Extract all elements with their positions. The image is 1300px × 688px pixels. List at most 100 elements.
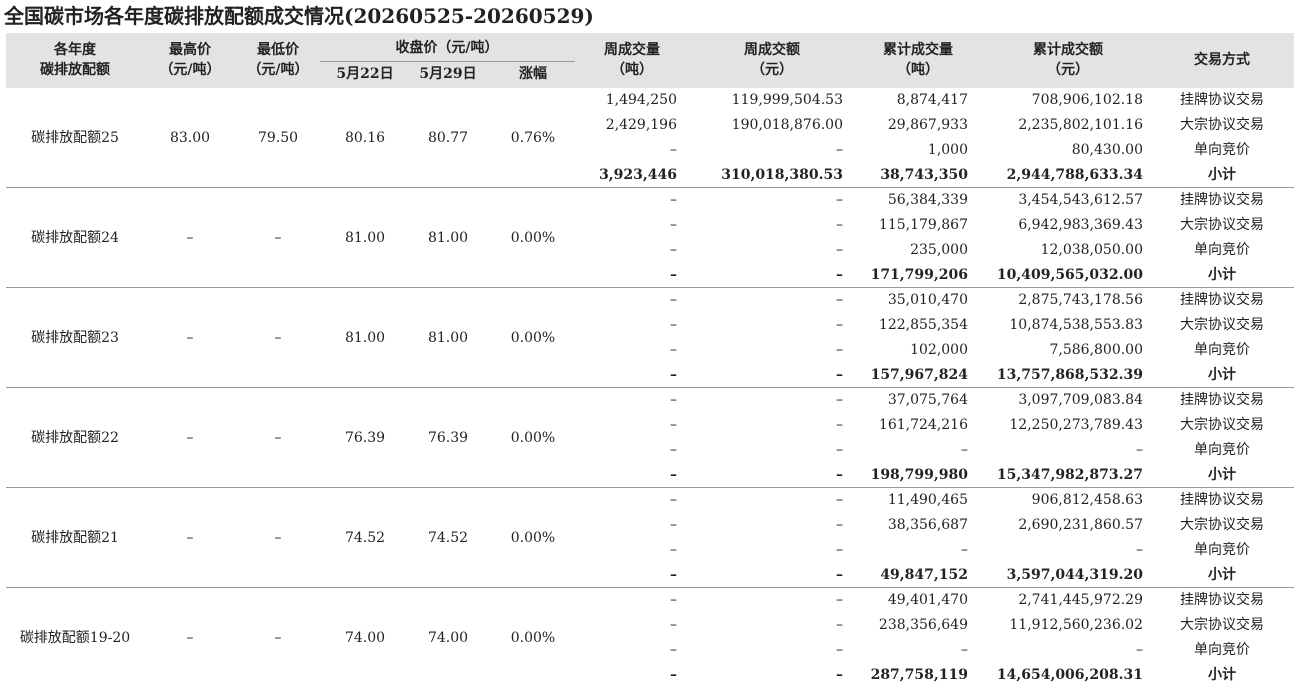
- cell: –: [836, 242, 843, 258]
- cell: 2,429,196: [605, 117, 677, 133]
- cell: 1,494,250: [605, 92, 677, 108]
- cell: –: [670, 567, 677, 583]
- cell: –: [670, 542, 677, 558]
- change: 0.00%: [510, 330, 556, 346]
- cell: 708,906,102.18: [1031, 92, 1143, 108]
- cell: –: [670, 517, 677, 533]
- trade-method: 单向竞价: [1194, 442, 1250, 458]
- cell: –: [836, 617, 843, 633]
- cell: 1,000: [927, 142, 968, 158]
- trade-method: 挂牌协议交易: [1180, 492, 1264, 508]
- cell: –: [836, 217, 843, 233]
- low-price: –: [274, 230, 282, 246]
- cell: –: [836, 492, 843, 508]
- cell: –: [670, 342, 677, 358]
- column-header: 最高价: [169, 42, 211, 58]
- trade-method: 小计: [1208, 667, 1236, 683]
- allowance-name: 碳排放配额23: [31, 330, 119, 346]
- cell: 38,743,350: [880, 167, 968, 183]
- cell: 102,000: [910, 342, 968, 358]
- cell: –: [961, 542, 968, 558]
- column-header: 累计成交量: [883, 42, 953, 58]
- low-price: 79.50: [257, 130, 299, 146]
- column-header: （元）: [1047, 62, 1089, 78]
- cell: –: [670, 367, 677, 383]
- cell: –: [670, 492, 677, 508]
- trade-method: 大宗协议交易: [1180, 417, 1264, 433]
- cell: –: [836, 292, 843, 308]
- trade-method: 大宗协议交易: [1180, 617, 1264, 633]
- close-price: 74.52: [344, 530, 386, 546]
- column-header: 最低价: [257, 42, 299, 58]
- cell: 157,967,824: [870, 367, 968, 383]
- close-price: 81.00: [344, 230, 386, 246]
- trade-method: 单向竞价: [1194, 542, 1250, 558]
- column-header: 各年度: [54, 42, 96, 58]
- cell: 6,942,983,369.43: [1018, 217, 1143, 233]
- cell: 38,356,687: [887, 517, 968, 533]
- cell: –: [670, 242, 677, 258]
- low-price: –: [274, 430, 282, 446]
- allowance-name: 碳排放配额24: [31, 230, 119, 246]
- low-price: –: [274, 330, 282, 346]
- rule: [6, 387, 1294, 388]
- cell: –: [836, 517, 843, 533]
- cell: –: [836, 392, 843, 408]
- allowance-name: 碳排放配额19-20: [19, 630, 131, 646]
- cell: –: [670, 642, 677, 658]
- cell: –: [670, 617, 677, 633]
- cell: –: [1136, 642, 1143, 658]
- trade-method: 挂牌协议交易: [1180, 392, 1264, 408]
- cell: 906,812,458.63: [1031, 492, 1143, 508]
- change: 0.00%: [510, 430, 556, 446]
- close-price: 74.00: [427, 630, 469, 646]
- subcolumn-header: 5月29日: [419, 66, 477, 82]
- column-header: 周成交量: [604, 42, 660, 58]
- close-price: 76.39: [344, 430, 386, 446]
- trade-method: 挂牌协议交易: [1180, 192, 1264, 208]
- column-header: （元/吨）: [159, 62, 221, 78]
- cell: –: [836, 267, 843, 283]
- cell: –: [670, 417, 677, 433]
- trade-method: 大宗协议交易: [1180, 117, 1264, 133]
- trade-method: 挂牌协议交易: [1180, 92, 1264, 108]
- cell: 2,741,445,972.29: [1018, 592, 1143, 608]
- close-price: 74.52: [427, 530, 469, 546]
- low-price: –: [274, 530, 282, 546]
- high-price: –: [186, 230, 194, 246]
- cell: 238,356,649: [878, 617, 968, 633]
- cell: –: [836, 342, 843, 358]
- column-header: 周成交额: [744, 42, 800, 58]
- cell: 171,799,206: [870, 267, 968, 283]
- close-price: 81.00: [427, 330, 469, 346]
- high-price: 83.00: [169, 130, 211, 146]
- cell: –: [836, 192, 843, 208]
- cell: 37,075,764: [887, 392, 968, 408]
- cell: 190,018,876.00: [731, 117, 843, 133]
- cell: 3,454,543,612.57: [1018, 192, 1143, 208]
- change: 0.00%: [510, 630, 556, 646]
- trade-method: 小计: [1208, 567, 1236, 583]
- cell: 12,038,050.00: [1040, 242, 1143, 258]
- change: 0.00%: [510, 230, 556, 246]
- cell: 161,724,216: [878, 417, 968, 433]
- high-price: –: [186, 530, 194, 546]
- cell: 29,867,933: [887, 117, 968, 133]
- trade-method: 小计: [1208, 467, 1236, 483]
- cell: 2,944,788,633.34: [1006, 167, 1143, 183]
- cell: –: [961, 642, 968, 658]
- change: 0.00%: [510, 530, 556, 546]
- cell: 3,097,709,083.84: [1018, 392, 1143, 408]
- column-header: （吨）: [611, 62, 653, 78]
- cell: –: [670, 467, 677, 483]
- cell: –: [670, 292, 677, 308]
- rule: [6, 187, 1294, 188]
- cell: 49,401,470: [887, 592, 968, 608]
- cell: 3,923,446: [599, 167, 677, 183]
- close-price: 74.00: [344, 630, 386, 646]
- cell: –: [670, 142, 677, 158]
- close-price: 81.00: [427, 230, 469, 246]
- cell: 310,018,380.53: [721, 167, 843, 183]
- cell: –: [836, 142, 843, 158]
